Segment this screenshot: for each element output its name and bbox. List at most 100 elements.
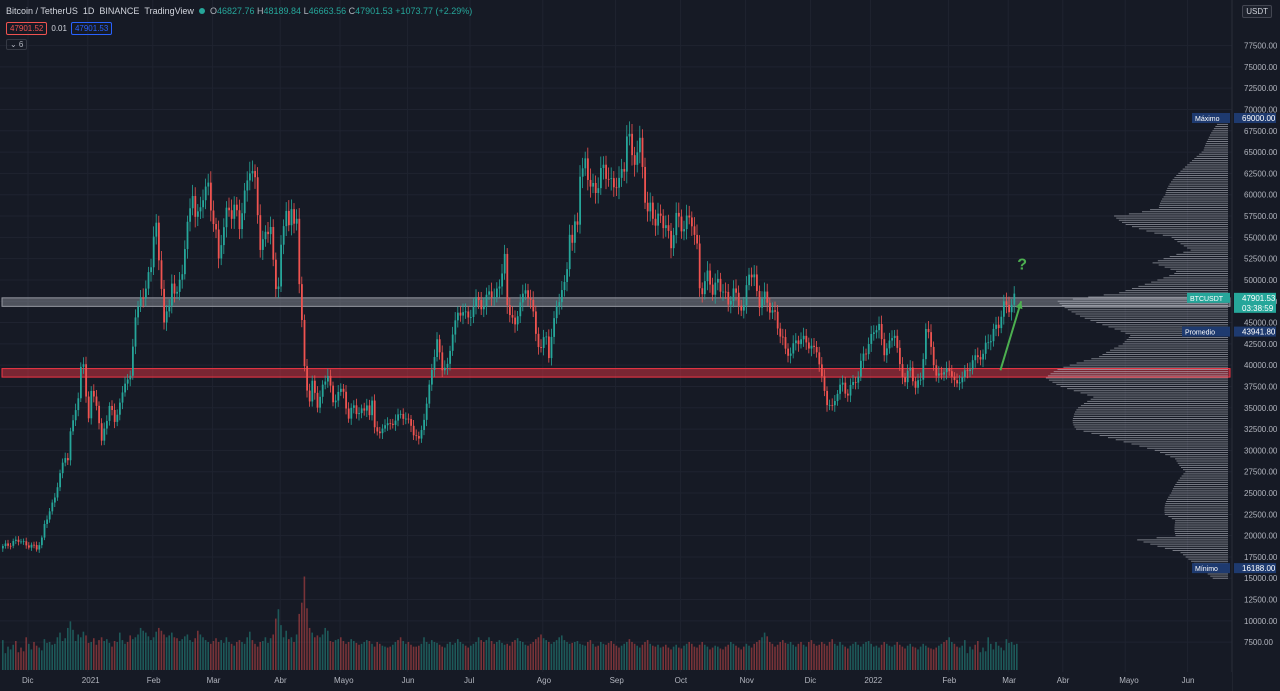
candle-body[interactable] — [418, 436, 420, 439]
candle-body[interactable] — [363, 408, 366, 411]
candle-body[interactable] — [67, 458, 69, 461]
candle-body[interactable] — [810, 345, 813, 349]
candle-body[interactable] — [774, 310, 776, 312]
candle-body[interactable] — [269, 226, 272, 235]
candle-body[interactable] — [568, 234, 571, 270]
candle-body[interactable] — [514, 317, 516, 325]
candle-body[interactable] — [246, 180, 249, 191]
candle-body[interactable] — [7, 543, 9, 546]
candle-body[interactable] — [982, 353, 984, 360]
candle-body[interactable] — [969, 369, 971, 372]
candle-body[interactable] — [197, 211, 199, 217]
candle-body[interactable] — [103, 428, 106, 441]
candle-body[interactable] — [464, 311, 467, 313]
candle-body[interactable] — [852, 381, 854, 385]
candle-body[interactable] — [763, 291, 766, 299]
candle-body[interactable] — [28, 545, 30, 548]
candle-body[interactable] — [748, 274, 750, 286]
candle-body[interactable] — [4, 543, 7, 547]
candle-body[interactable] — [753, 274, 756, 278]
candle-body[interactable] — [532, 299, 535, 312]
candle-body[interactable] — [756, 274, 758, 292]
candle-body[interactable] — [311, 380, 314, 402]
candle-body[interactable] — [444, 367, 446, 371]
candle-body[interactable] — [509, 305, 511, 316]
candle-body[interactable] — [243, 190, 246, 214]
candle-body[interactable] — [657, 213, 659, 226]
candle-body[interactable] — [605, 164, 607, 179]
sell-price-button[interactable]: 47901.52 — [6, 22, 48, 35]
candle-body[interactable] — [15, 539, 17, 541]
candle-body[interactable] — [678, 212, 680, 217]
candle-body[interactable] — [932, 346, 935, 366]
candle-body[interactable] — [883, 339, 886, 356]
candle-body[interactable] — [865, 353, 867, 355]
candle-body[interactable] — [961, 377, 964, 383]
candle-body[interactable] — [545, 336, 548, 338]
candle-body[interactable] — [854, 381, 857, 383]
candle-body[interactable] — [285, 210, 288, 227]
candle-body[interactable] — [329, 375, 332, 386]
candle-body[interactable] — [584, 158, 587, 169]
candle-body[interactable] — [922, 359, 925, 380]
candle-body[interactable] — [100, 423, 103, 441]
candle-body[interactable] — [587, 158, 589, 180]
candle-body[interactable] — [293, 209, 295, 224]
candle-body[interactable] — [540, 347, 542, 348]
candle-body[interactable] — [782, 336, 784, 338]
candle-body[interactable] — [373, 400, 376, 428]
candle-body[interactable] — [691, 217, 693, 227]
candle-body[interactable] — [431, 369, 433, 385]
candle-body[interactable] — [54, 497, 56, 503]
candle-body[interactable] — [59, 473, 61, 488]
candle-body[interactable] — [386, 423, 389, 426]
candle-body[interactable] — [85, 364, 87, 397]
candle-body[interactable] — [165, 311, 168, 323]
candle-body[interactable] — [204, 186, 207, 201]
candle-body[interactable] — [683, 229, 685, 232]
candle-body[interactable] — [615, 187, 618, 189]
candle-body[interactable] — [680, 216, 683, 232]
candle-body[interactable] — [256, 177, 259, 216]
candle-body[interactable] — [550, 336, 553, 359]
candle-body[interactable] — [927, 328, 930, 333]
candle-body[interactable] — [277, 286, 280, 290]
candle-body[interactable] — [948, 367, 951, 372]
interval-label[interactable]: 1D — [82, 6, 95, 16]
candle-body[interactable] — [563, 281, 566, 291]
candle-body[interactable] — [787, 348, 789, 356]
candle-body[interactable] — [87, 396, 90, 419]
candle-body[interactable] — [412, 425, 415, 436]
candle-body[interactable] — [571, 234, 574, 243]
candle-body[interactable] — [761, 298, 763, 308]
candle-body[interactable] — [480, 300, 483, 310]
candle-body[interactable] — [41, 537, 43, 546]
candle-body[interactable] — [953, 376, 956, 381]
candle-body[interactable] — [215, 224, 217, 230]
candle-body[interactable] — [732, 288, 735, 301]
candle-body[interactable] — [958, 382, 961, 384]
candle-body[interactable] — [337, 391, 340, 401]
candle-body[interactable] — [358, 413, 360, 415]
candle-body[interactable] — [769, 302, 771, 313]
candle-body[interactable] — [823, 376, 826, 391]
candle-body[interactable] — [548, 336, 550, 359]
candle-body[interactable] — [288, 210, 290, 226]
candle-body[interactable] — [805, 335, 808, 343]
candle-body[interactable] — [51, 502, 54, 512]
candle-body[interactable] — [249, 173, 251, 181]
candle-body[interactable] — [397, 414, 399, 421]
candle-body[interactable] — [750, 274, 753, 278]
candle-body[interactable] — [1005, 301, 1008, 305]
candle-body[interactable] — [254, 171, 256, 178]
candle-body[interactable] — [207, 182, 210, 187]
candle-body[interactable] — [912, 367, 914, 382]
time-axis[interactable] — [0, 672, 1232, 691]
candle-body[interactable] — [896, 335, 899, 348]
candle-body[interactable] — [425, 403, 428, 420]
candle-body[interactable] — [324, 381, 327, 385]
candle-body[interactable] — [873, 332, 875, 334]
candle-body[interactable] — [106, 420, 108, 429]
candle-body[interactable] — [771, 310, 774, 313]
candle-body[interactable] — [727, 291, 730, 305]
